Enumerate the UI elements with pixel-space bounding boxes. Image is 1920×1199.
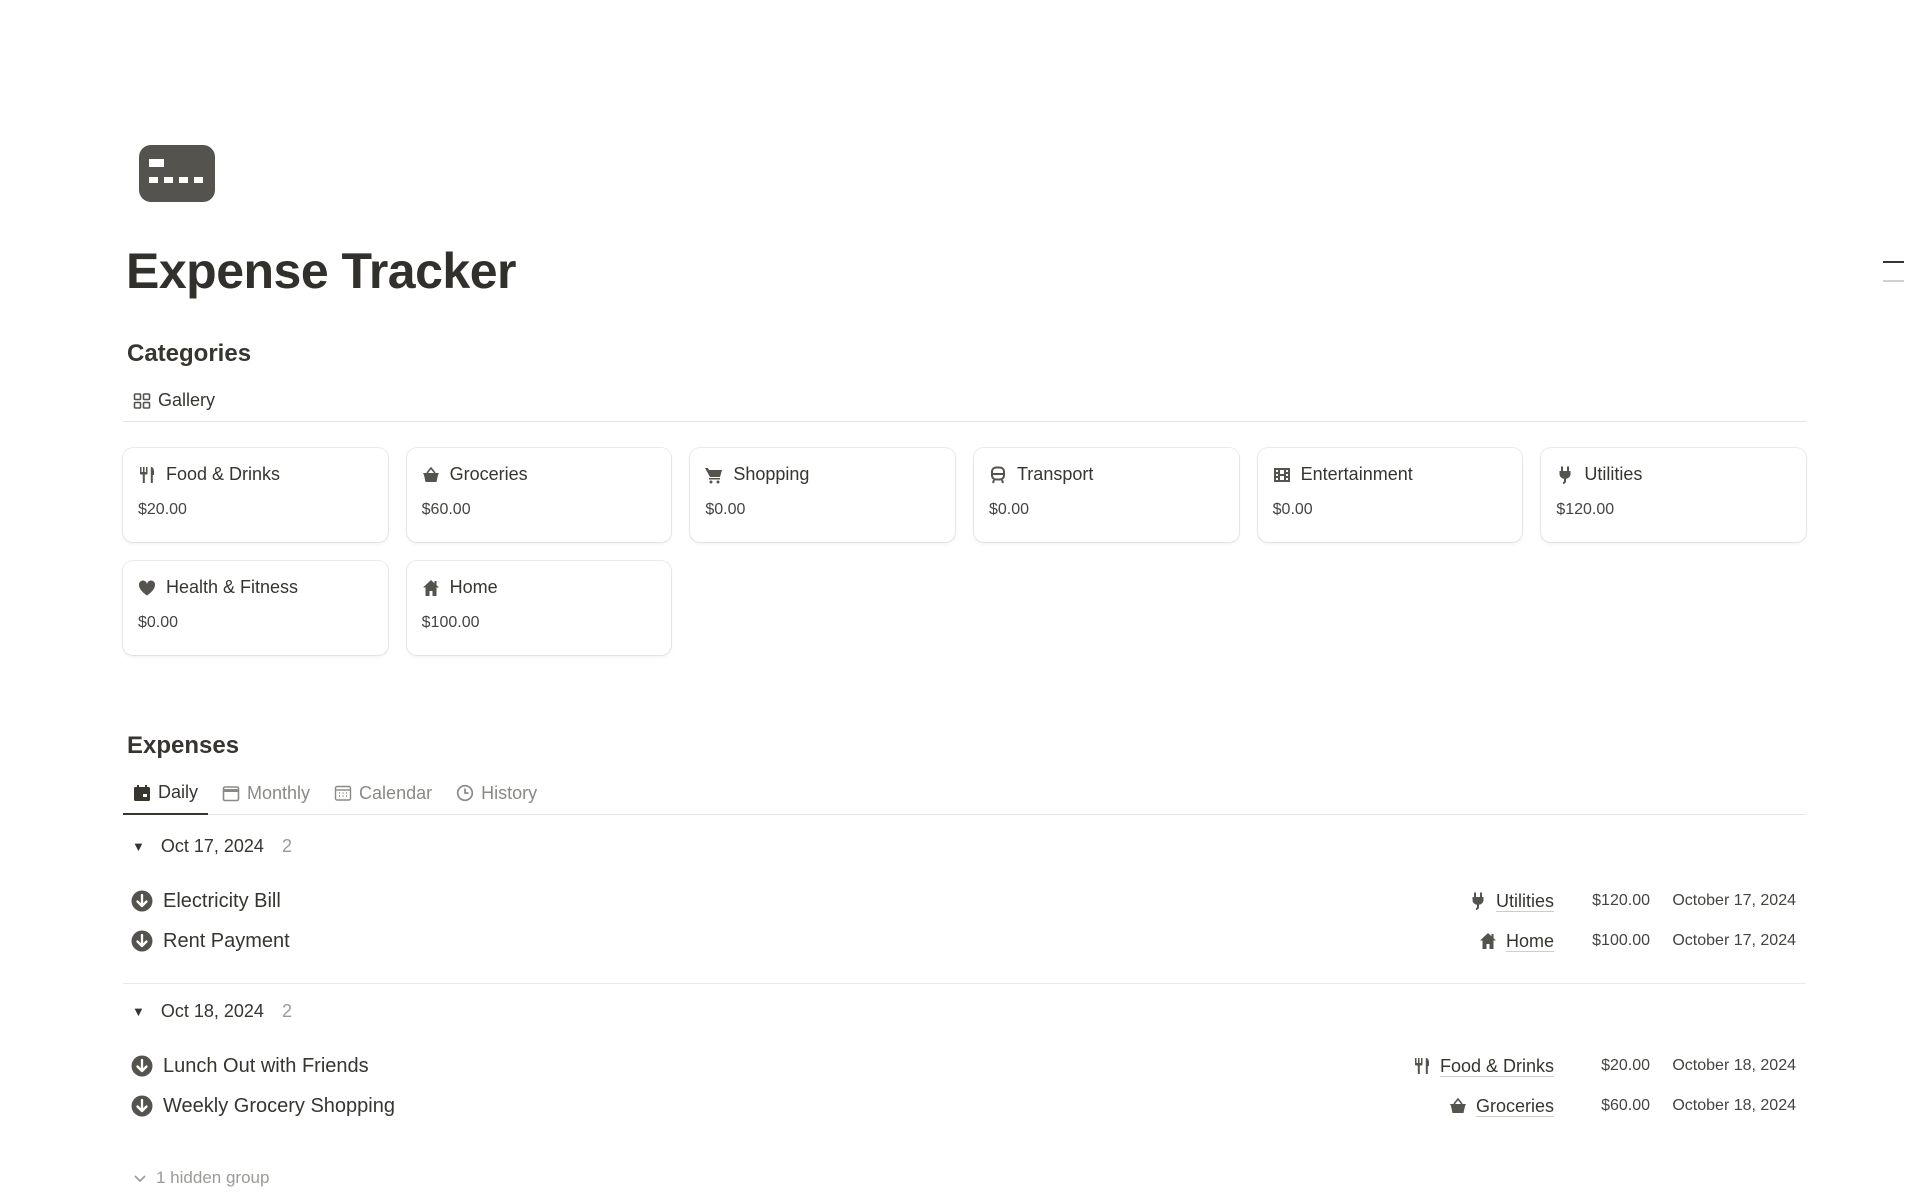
expense-amount: $20.00 [1601,1057,1650,1074]
arrow-down-circle-icon [131,890,153,912]
calendar-icon [222,786,240,802]
category-card[interactable]: Food & Drinks $20.00 [123,448,388,542]
film-icon [1273,466,1291,484]
category-amount: $0.00 [988,501,1030,518]
category-card[interactable]: Groceries $60.00 [407,448,672,542]
arrow-down-circle-icon [131,1055,153,1077]
table-row[interactable]: Rent Payment Home $100.00 October 17, 20… [131,924,1796,958]
credit-card-icon[interactable] [139,145,215,202]
tab-monthly[interactable]: Monthly [212,782,320,814]
house-icon [1479,932,1497,950]
expense-date: October 17, 2024 [1672,932,1796,949]
house-icon [422,579,440,597]
expense-category[interactable]: Utilities [1469,891,1554,912]
expense-name[interactable]: Electricity Bill [163,889,281,912]
category-card-title: Transport [989,464,1224,485]
category-name: Entertainment [1300,464,1413,484]
category-card-title: Shopping [705,464,940,485]
expense-name[interactable]: Lunch Out with Friends [163,1054,369,1077]
fork-knife-icon [1413,1057,1431,1075]
clock-icon [456,784,474,802]
group-label: Oct 17, 2024 [160,836,264,856]
category-card[interactable]: Entertainment $0.00 [1258,448,1523,542]
group-header[interactable]: ▼ Oct 18, 2024 2 [132,1001,292,1022]
tab-calendar[interactable]: Calendar [324,782,442,814]
category-name: Utilities [1584,464,1643,484]
category-card-title: Utilities [1556,464,1791,485]
category-name: Shopping [733,464,810,484]
category-amount: $0.00 [705,501,746,518]
category-amount: $60.00 [421,501,471,518]
expense-date: October 18, 2024 [1672,1097,1796,1114]
category-card-title: Entertainment [1273,464,1508,485]
arrow-down-circle-icon [131,930,153,952]
category-gallery: Food & Drinks $20.00 Groceries $60.00 Shoppi… [123,448,1806,655]
category-name: Food & Drinks [166,464,281,484]
group-count: 2 [281,1001,292,1021]
hidden-groups-toggle[interactable]: 1 hidden group [132,1168,269,1188]
category-card-title: Health & Fitness [138,577,373,598]
categories-heading: Categories [127,340,252,367]
category-card[interactable]: Transport $0.00 [974,448,1239,542]
category-amount: $120.00 [1556,501,1615,518]
category-card-title: Groceries [422,464,657,485]
heart-icon [138,579,156,597]
plug-icon [1556,466,1574,484]
table-of-contents[interactable] [1883,261,1904,282]
expense-category[interactable]: Home [1479,931,1554,952]
expenses-view-tabs: Daily Monthly Calendar History [123,782,1806,815]
calendar-filled-icon [134,784,150,801]
category-name: Groceries [449,464,528,484]
expense-category[interactable]: Food & Drinks [1413,1056,1554,1077]
chevron-down-icon [134,1175,146,1183]
expense-category[interactable]: Groceries [1449,1096,1554,1117]
caret-down-icon[interactable]: ▼ [132,839,145,854]
category-amount: $100.00 [421,614,480,631]
expense-date: October 18, 2024 [1672,1057,1796,1074]
tab-daily[interactable]: Daily [123,782,209,815]
category-name: Health & Fitness [166,577,299,597]
expense-amount: $60.00 [1601,1097,1650,1114]
expense-amount: $120.00 [1592,892,1650,909]
expense-name[interactable]: Weekly Grocery Shopping [163,1094,395,1117]
gallery-icon [133,392,151,409]
category-name: Home [449,577,498,597]
categories-view-tabs: Gallery [123,390,1806,422]
category-name: Transport [1016,464,1094,484]
group-header[interactable]: ▼ Oct 17, 2024 2 [132,836,292,857]
bus-icon [989,466,1007,484]
table-row[interactable]: Weekly Grocery Shopping Groceries $60.00… [131,1089,1796,1123]
category-card[interactable]: Utilities $120.00 [1541,448,1806,542]
arrow-down-circle-icon [131,1095,153,1117]
group-count: 2 [281,836,292,856]
divider [123,983,1806,984]
expense-name[interactable]: Rent Payment [163,929,290,952]
calendar-grid-icon [334,785,352,801]
group-label: Oct 18, 2024 [160,1001,264,1021]
fork-knife-icon [138,466,156,484]
category-card[interactable]: Health & Fitness $0.00 [123,561,388,655]
category-amount: $0.00 [138,614,179,631]
page-title: Expense Tracker [126,243,517,299]
expenses-heading: Expenses [127,732,240,759]
caret-down-icon[interactable]: ▼ [132,1004,145,1019]
basket-icon [422,466,440,484]
cart-icon [705,466,723,484]
category-card-title: Home [422,577,657,598]
expense-amount: $100.00 [1592,932,1650,949]
tab-gallery[interactable]: Gallery [123,390,225,421]
plug-icon [1469,892,1487,910]
basket-icon [1449,1097,1467,1115]
table-row[interactable]: Lunch Out with Friends Food & Drinks $20… [131,1049,1796,1083]
category-card[interactable]: Shopping $0.00 [690,448,955,542]
expense-date: October 17, 2024 [1672,892,1796,909]
category-card[interactable]: Home $100.00 [407,561,672,655]
tab-history[interactable]: History [446,782,547,814]
category-amount: $0.00 [1272,501,1313,518]
table-row[interactable]: Electricity Bill Utilities $120.00 Octob… [131,884,1796,918]
category-card-title: Food & Drinks [138,464,373,485]
category-amount: $20.00 [138,501,187,518]
